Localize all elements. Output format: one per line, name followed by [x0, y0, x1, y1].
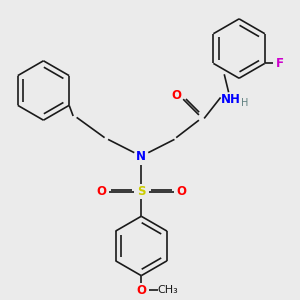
Text: NH: NH	[220, 93, 240, 106]
Text: F: F	[275, 57, 284, 70]
Text: H: H	[241, 98, 249, 108]
Text: S: S	[137, 185, 146, 198]
Text: CH₃: CH₃	[157, 285, 178, 295]
Text: N: N	[136, 150, 146, 164]
Text: O: O	[136, 284, 146, 297]
Text: O: O	[96, 185, 106, 198]
Text: O: O	[171, 89, 181, 102]
Text: O: O	[176, 185, 186, 198]
